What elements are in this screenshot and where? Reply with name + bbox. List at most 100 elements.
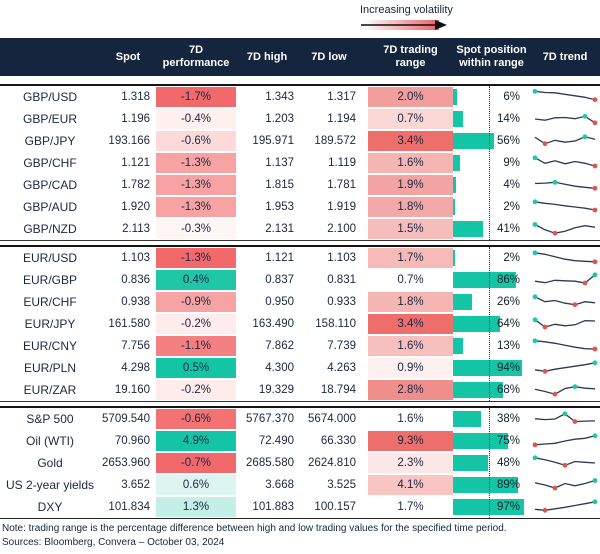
high-value: 0.837 xyxy=(265,274,294,286)
high-value: 4.300 xyxy=(265,362,294,374)
asset-label: GBP/JPY xyxy=(24,134,76,148)
low-dot-icon xyxy=(542,507,548,513)
column-spacer xyxy=(360,108,368,130)
high-value: 101.883 xyxy=(252,501,294,513)
spot-value: 5709.540 xyxy=(102,413,150,425)
range-cell: 1.8% xyxy=(368,291,453,313)
high-dot-icon xyxy=(532,317,538,323)
performance-cell: 0.4% xyxy=(156,269,236,291)
sparkline-path xyxy=(534,435,596,446)
low-value: 0.831 xyxy=(327,274,356,286)
position-bar xyxy=(453,221,483,237)
range-cell: 1.7% xyxy=(368,496,453,518)
range-value: 2.8% xyxy=(368,380,453,400)
position-bar xyxy=(453,294,472,310)
header-asset xyxy=(0,38,100,76)
position-bar xyxy=(453,477,518,493)
sparkline-svg xyxy=(534,360,598,374)
performance-cell: -0.4% xyxy=(156,108,236,130)
table-row: GBP/JPY 193.166 -0.6% 195.971 189.572 3.… xyxy=(0,130,600,152)
sparkline-cell xyxy=(530,474,600,496)
asset-label: EUR/GBP xyxy=(22,273,77,287)
range-value: 0.9% xyxy=(368,358,453,378)
performance-cell: -1.7% xyxy=(156,86,236,108)
column-spacer xyxy=(360,313,368,335)
performance-value: -1.3% xyxy=(156,197,236,217)
table-row: GBP/NZD 2.113 -0.3% 2.131 2.100 1.5% 41% xyxy=(0,218,600,240)
table-row: EUR/GBP 0.836 0.4% 0.837 0.831 0.7% 86% xyxy=(0,269,600,291)
performance-cell: -1.3% xyxy=(156,196,236,218)
position-label: 26% xyxy=(496,296,520,308)
position-label: 75% xyxy=(496,435,520,447)
range-value: 9.3% xyxy=(368,431,453,451)
performance-value: -1.3% xyxy=(156,248,236,268)
sparkline-svg xyxy=(532,433,598,448)
sparkline-svg xyxy=(532,250,598,265)
high-value: 1.953 xyxy=(265,201,294,213)
sparkline-svg xyxy=(534,179,598,191)
asset-label: EUR/PLN xyxy=(23,361,76,375)
sparkline-svg xyxy=(532,88,598,103)
position-bar xyxy=(453,272,516,288)
header-7d-performance: 7D performance xyxy=(162,44,230,69)
performance-value: -0.4% xyxy=(156,109,236,129)
position-bar xyxy=(453,177,456,193)
performance-cell: -0.6% xyxy=(156,130,236,152)
spot-value: 1.782 xyxy=(121,179,150,191)
low-value: 1.781 xyxy=(327,179,356,191)
table-row: S&P 500 5709.540 -0.6% 5767.370 5674.000… xyxy=(0,408,600,430)
sparkline-path xyxy=(534,90,596,101)
position-bar xyxy=(453,338,463,354)
sparkline-svg xyxy=(534,272,598,286)
sparkline-svg xyxy=(532,455,596,468)
high-value: 1.137 xyxy=(265,157,294,169)
high-value: 7.862 xyxy=(265,340,294,352)
table-row: Gold 2653.960 -0.7% 2685.580 2624.810 2.… xyxy=(0,452,600,474)
spot-value: 101.834 xyxy=(108,501,150,513)
low-value: 100.157 xyxy=(314,501,356,513)
sparkline-path xyxy=(534,157,596,167)
range-cell: 1.6% xyxy=(368,408,453,430)
column-spacer xyxy=(360,269,368,291)
sparkline-cell xyxy=(530,152,600,174)
spot-value: 1.196 xyxy=(121,113,150,125)
position-cell: 4% xyxy=(453,174,530,196)
range-value: 3.4% xyxy=(368,314,453,334)
range-cell: 1.5% xyxy=(368,218,453,240)
header-spot: Spot xyxy=(115,50,141,63)
position-bar xyxy=(453,455,488,471)
range-cell: 3.4% xyxy=(368,130,453,152)
low-dot-icon xyxy=(592,185,598,191)
column-spacer xyxy=(360,379,368,401)
range-cell: 2.0% xyxy=(368,86,453,108)
sparkline-cell xyxy=(530,130,600,152)
high-value: 72.490 xyxy=(258,435,294,447)
column-spacer xyxy=(360,452,368,474)
performance-value: -0.7% xyxy=(156,453,236,473)
position-cell: 2% xyxy=(453,196,530,218)
position-label: 48% xyxy=(496,457,520,469)
high-dot-icon xyxy=(532,88,538,94)
high-dot-icon xyxy=(532,294,538,300)
position-label: 2% xyxy=(503,201,520,213)
range-value: 0.7% xyxy=(368,270,453,290)
position-cell: 48% xyxy=(453,452,530,474)
range-value: 1.7% xyxy=(368,248,453,268)
position-bar xyxy=(453,382,503,398)
performance-value: -0.3% xyxy=(156,219,236,239)
performance-cell: -1.3% xyxy=(156,174,236,196)
position-bar xyxy=(453,155,460,171)
footnote: Note: trading range is the percentage di… xyxy=(2,523,507,534)
high-value: 195.971 xyxy=(252,135,294,147)
range-value: 1.9% xyxy=(368,175,453,195)
high-dot-icon xyxy=(532,222,538,227)
column-spacer xyxy=(360,130,368,152)
column-spacer xyxy=(360,174,368,196)
low-dot-icon xyxy=(572,302,578,308)
column-spacer xyxy=(360,291,368,313)
low-value: 1.317 xyxy=(327,91,356,103)
performance-value: -1.7% xyxy=(156,87,236,107)
column-spacer xyxy=(360,196,368,218)
asset-label: US 2-year yields xyxy=(5,478,95,492)
sparkline-cell xyxy=(530,196,600,218)
